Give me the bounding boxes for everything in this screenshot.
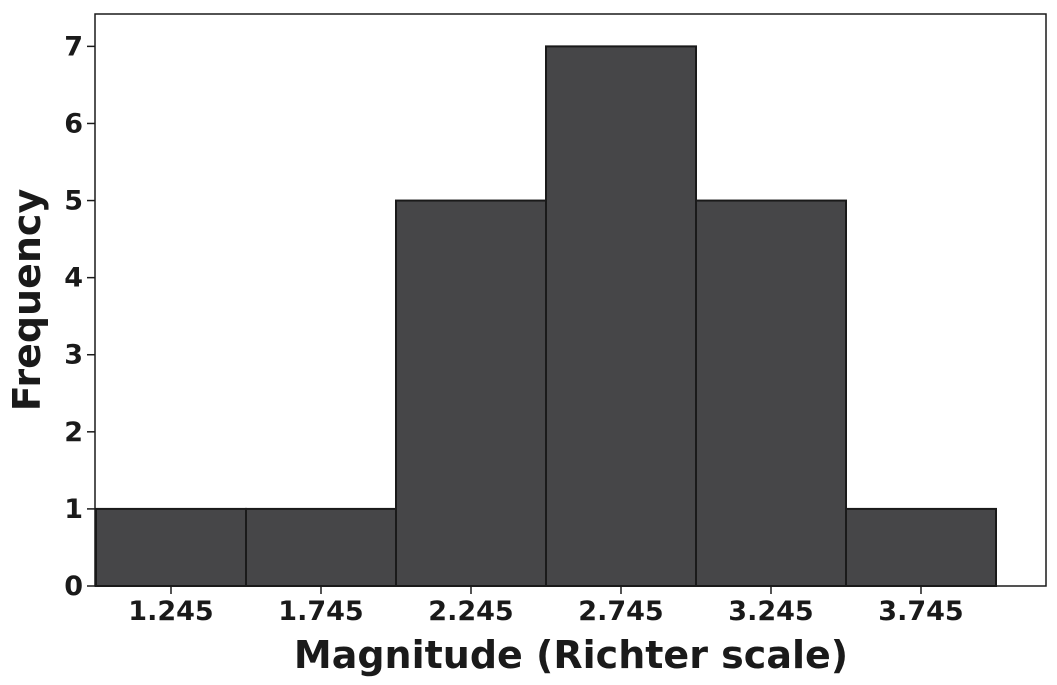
x-tick-label: 1.245 (128, 596, 213, 627)
histogram-bar (845, 507, 997, 587)
y-tick-label: 2 (64, 417, 83, 448)
y-tick-label: 0 (64, 571, 83, 602)
x-tick-label: 1.745 (278, 596, 363, 627)
x-tick-label: 3.245 (728, 596, 813, 627)
histogram-bar (395, 199, 547, 587)
y-tick-label: 1 (64, 494, 83, 525)
x-tick-label: 2.745 (578, 596, 663, 627)
x-axis-title: Magnitude (Richter scale) (294, 633, 848, 677)
y-axis-title: Frequency (5, 189, 49, 412)
y-tick-label: 4 (64, 263, 83, 294)
histogram-bar (545, 45, 697, 587)
y-tick-label: 7 (64, 31, 83, 62)
x-axis: 1.245 1.745 2.245 2.745 3.245 3.745 (128, 586, 964, 627)
bars-group (95, 45, 997, 587)
x-tick-label: 3.745 (878, 596, 963, 627)
y-tick-label: 6 (64, 108, 83, 139)
x-tick-label: 2.245 (428, 596, 513, 627)
y-axis: 0 1 2 3 4 5 6 7 (64, 31, 95, 602)
histogram-bar (695, 199, 847, 587)
y-tick-label: 3 (64, 340, 83, 371)
histogram-bar (95, 507, 247, 587)
histogram-bar (245, 507, 397, 587)
y-tick-label: 5 (64, 186, 83, 217)
